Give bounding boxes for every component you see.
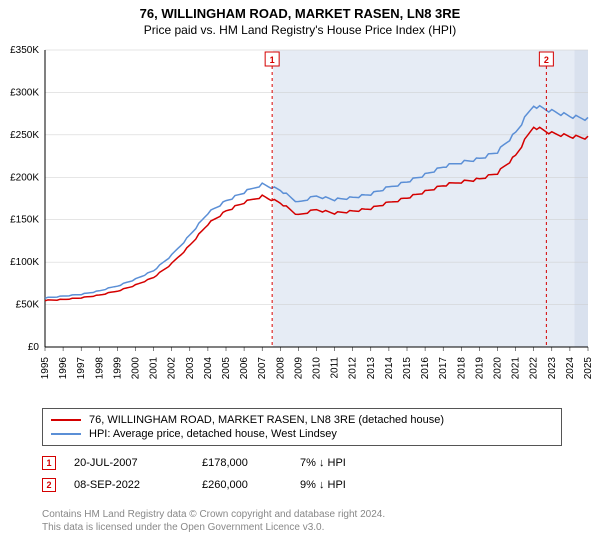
sale-date: 20-JUL-2007 — [74, 457, 184, 469]
legend-item: 76, WILLINGHAM ROAD, MARKET RASEN, LN8 3… — [51, 413, 553, 427]
footnote: Contains HM Land Registry data © Crown c… — [42, 508, 385, 534]
svg-text:2002: 2002 — [167, 357, 178, 380]
svg-text:2000: 2000 — [131, 357, 142, 380]
legend-label: HPI: Average price, detached house, West… — [89, 428, 337, 440]
footnote-line: This data is licensed under the Open Gov… — [42, 521, 385, 534]
legend-label: 76, WILLINGHAM ROAD, MARKET RASEN, LN8 3… — [89, 414, 444, 426]
svg-text:1998: 1998 — [94, 357, 105, 380]
chart-area: £0 £50K £100K £150K £200K £250K £300K £350K 1995… — [0, 42, 600, 402]
sales-table: 1 20-JUL-2007 £178,000 7% ↓ HPI 2 08-SEP… — [42, 452, 562, 496]
sale-row: 1 20-JUL-2007 £178,000 7% ↓ HPI — [42, 452, 562, 474]
svg-text:2010: 2010 — [312, 357, 323, 380]
svg-text:1997: 1997 — [76, 357, 87, 380]
legend: 76, WILLINGHAM ROAD, MARKET RASEN, LN8 3… — [42, 408, 562, 446]
svg-text:2015: 2015 — [402, 357, 413, 380]
sale-price: £260,000 — [202, 479, 282, 491]
svg-text:2006: 2006 — [239, 357, 250, 380]
svg-text:2019: 2019 — [474, 357, 485, 380]
svg-text:2012: 2012 — [348, 357, 359, 380]
svg-text:1996: 1996 — [58, 357, 69, 380]
svg-text:£50K: £50K — [16, 300, 40, 311]
svg-text:2017: 2017 — [438, 357, 449, 380]
svg-text:2021: 2021 — [511, 357, 522, 380]
svg-text:2007: 2007 — [257, 357, 268, 380]
svg-text:2001: 2001 — [149, 357, 160, 380]
footnote-line: Contains HM Land Registry data © Crown c… — [42, 508, 385, 521]
svg-text:2005: 2005 — [221, 357, 232, 380]
sale-marker-icon: 1 — [42, 456, 56, 470]
sale-hpi: 7% ↓ HPI — [300, 457, 400, 469]
svg-text:2: 2 — [544, 55, 549, 65]
legend-item: HPI: Average price, detached house, West… — [51, 427, 553, 441]
svg-text:£150K: £150K — [10, 215, 39, 226]
legend-swatch — [51, 433, 81, 435]
svg-text:1: 1 — [270, 55, 275, 65]
sale-date: 08-SEP-2022 — [74, 479, 184, 491]
svg-text:2020: 2020 — [493, 357, 504, 380]
svg-text:2011: 2011 — [330, 357, 341, 379]
svg-text:2018: 2018 — [456, 357, 467, 380]
svg-text:2013: 2013 — [366, 357, 377, 380]
line-chart: £0 £50K £100K £150K £200K £250K £300K £350K 1995… — [0, 42, 600, 402]
legend-swatch — [51, 419, 81, 421]
svg-text:2014: 2014 — [384, 357, 395, 380]
svg-text:1995: 1995 — [40, 357, 51, 380]
chart-title: 76, WILLINGHAM ROAD, MARKET RASEN, LN8 3… — [0, 0, 600, 21]
svg-text:2008: 2008 — [275, 357, 286, 380]
svg-text:2003: 2003 — [185, 357, 196, 380]
svg-text:2023: 2023 — [547, 357, 558, 380]
svg-text:2022: 2022 — [529, 357, 540, 380]
sale-row: 2 08-SEP-2022 £260,000 9% ↓ HPI — [42, 474, 562, 496]
svg-text:£300K: £300K — [10, 87, 39, 98]
sale-marker-icon: 2 — [42, 478, 56, 492]
sale-hpi: 9% ↓ HPI — [300, 479, 400, 491]
svg-text:£250K: £250K — [10, 130, 39, 141]
svg-text:£200K: £200K — [10, 172, 39, 183]
sale-price: £178,000 — [202, 457, 282, 469]
svg-text:2016: 2016 — [420, 357, 431, 380]
svg-text:£0: £0 — [28, 342, 40, 353]
svg-text:£350K: £350K — [10, 45, 39, 56]
svg-text:2009: 2009 — [293, 357, 304, 380]
svg-text:2024: 2024 — [565, 357, 576, 380]
svg-text:£100K: £100K — [10, 257, 39, 268]
chart-subtitle: Price paid vs. HM Land Registry's House … — [0, 21, 600, 37]
svg-text:2004: 2004 — [203, 357, 214, 380]
svg-text:2025: 2025 — [583, 357, 594, 380]
svg-text:1999: 1999 — [112, 357, 123, 380]
